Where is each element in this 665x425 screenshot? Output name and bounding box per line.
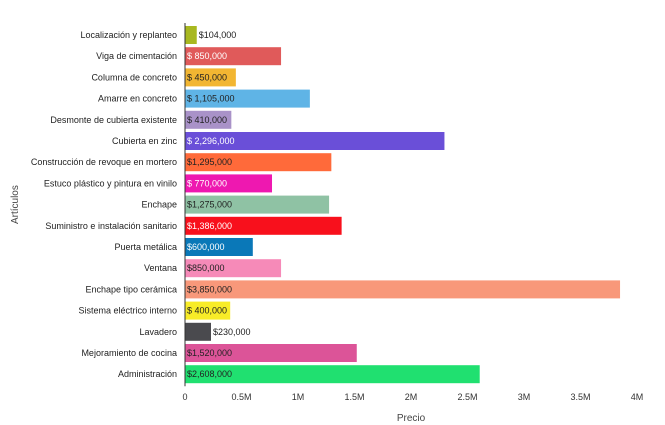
category-label: Amarre en concreto [98,94,177,104]
data-label: $600,000 [187,242,225,252]
category-label: Localización y replanteo [80,30,177,40]
bar [185,301,231,320]
data-label: $ 400,000 [187,306,227,316]
category-label: Enchape tipo cerámica [85,284,177,294]
x-tick-label: 4M [631,392,644,402]
bar [185,110,232,129]
data-label: $1,275,000 [187,200,232,210]
data-label: $ 450,000 [187,72,227,82]
bar [185,238,253,256]
category-label: Construcción de revoque en mortero [31,157,177,167]
data-label: $ 2,296,000 [187,136,235,146]
data-label: $1,295,000 [187,157,232,167]
x-tick-label: 2M [405,392,418,402]
y-axis-title: Artículos [10,185,21,224]
x-tick-label: 3M [518,392,531,402]
data-label: $850,000 [187,263,225,273]
data-label: $1,386,000 [187,221,232,231]
data-label: $2,608,000 [187,369,232,379]
x-tick-label: 0.5M [231,392,251,402]
bar [185,26,197,44]
category-label: Lavadero [139,327,177,337]
data-label: $ 1,105,000 [187,94,235,104]
bar [185,259,282,278]
category-label: Suministro e instalación sanitario [45,221,177,231]
category-label: Estuco plástico y pintura en vinilo [44,178,177,188]
category-label: Cubierta en zinc [112,136,178,146]
x-tick-label: 1.5M [344,392,364,402]
bar [185,280,621,299]
bar [185,153,332,172]
bar [185,89,310,108]
data-label: $1,520,000 [187,348,232,358]
bar [185,344,357,362]
category-label: Desmonte de cubierta existente [50,115,177,125]
data-label: $104,000 [199,30,237,40]
data-label: $230,000 [213,327,251,337]
bar [185,174,273,193]
bar [185,68,236,87]
bar [185,47,282,66]
category-label: Ventana [144,263,177,273]
category-label: Mejoramiento de cocina [81,348,177,358]
category-label: Administración [118,369,177,379]
x-axis-title: Precio [397,413,426,424]
category-label: Viga de cimentación [96,51,177,61]
category-label: Sistema eléctrico interno [78,306,177,316]
x-tick-label: 3.5M [570,392,590,402]
category-label: Enchape [141,200,177,210]
category-label: Columna de concreto [91,72,177,82]
data-label: $3,850,000 [187,284,232,294]
x-tick-label: 2.5M [457,392,477,402]
data-label: $ 850,000 [187,51,227,61]
bar [185,365,480,384]
data-label: $ 410,000 [187,115,227,125]
bar [185,322,211,341]
x-tick-label: 1M [292,392,305,402]
bar [185,216,342,235]
data-label: $ 770,000 [187,178,227,188]
bar [185,132,445,150]
bar [185,195,330,214]
x-tick-label: 0 [182,392,187,402]
category-label: Puerta metálica [114,242,177,252]
